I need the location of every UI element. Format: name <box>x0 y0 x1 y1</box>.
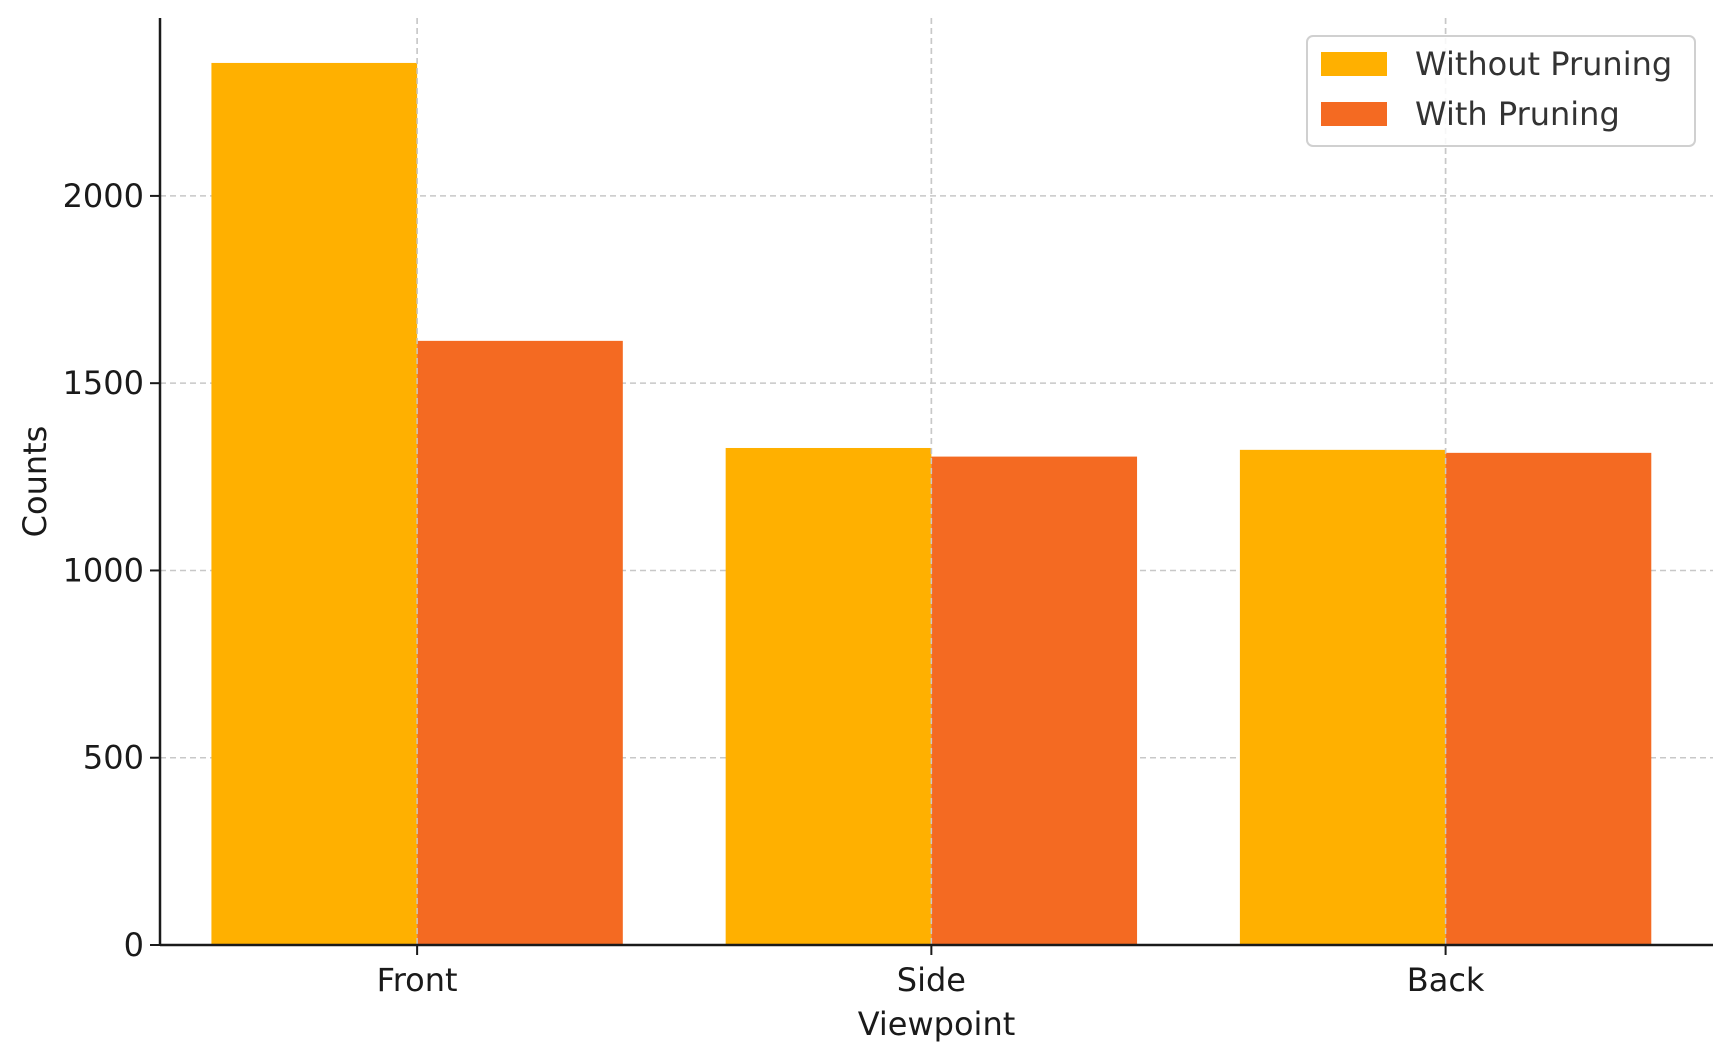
bar-with-pruning-back <box>1445 452 1652 945</box>
bars <box>211 18 1652 946</box>
legend-swatch <box>1321 52 1387 76</box>
axes <box>158 18 1713 947</box>
x-tick-label: Side <box>897 961 966 999</box>
y-axis-title: Counts <box>16 426 54 538</box>
bar-with-pruning-front <box>417 340 623 946</box>
x-axis-ticks: Front Side Back <box>377 945 1485 999</box>
legend: Without Pruning With Pruning <box>1306 35 1696 147</box>
bar-with-pruning-side <box>931 456 1138 945</box>
y-axis-ticks: 0 500 1000 1500 2000 <box>63 177 160 964</box>
legend-label: With Pruning <box>1415 95 1620 133</box>
bar-without-pruning-side <box>725 447 932 945</box>
legend-items: Without Pruning With Pruning <box>1321 45 1672 133</box>
legend-box <box>1306 35 1696 147</box>
y-tick-label: 2000 <box>63 177 144 215</box>
y-tick-label: 1500 <box>63 364 144 402</box>
x-tick-label: Back <box>1407 961 1485 999</box>
y-tick-label: 500 <box>83 739 144 777</box>
y-tick-label: 0 <box>124 926 144 964</box>
x-tick-label: Front <box>377 961 458 999</box>
bar-without-pruning-back <box>1239 449 1446 945</box>
legend-label: Without Pruning <box>1415 45 1672 83</box>
y-tick-label: 1000 <box>63 551 144 589</box>
x-axis-title: Viewpoint <box>858 1005 1016 1043</box>
bar-without-pruning-front <box>211 62 418 946</box>
legend-swatch <box>1321 102 1387 126</box>
